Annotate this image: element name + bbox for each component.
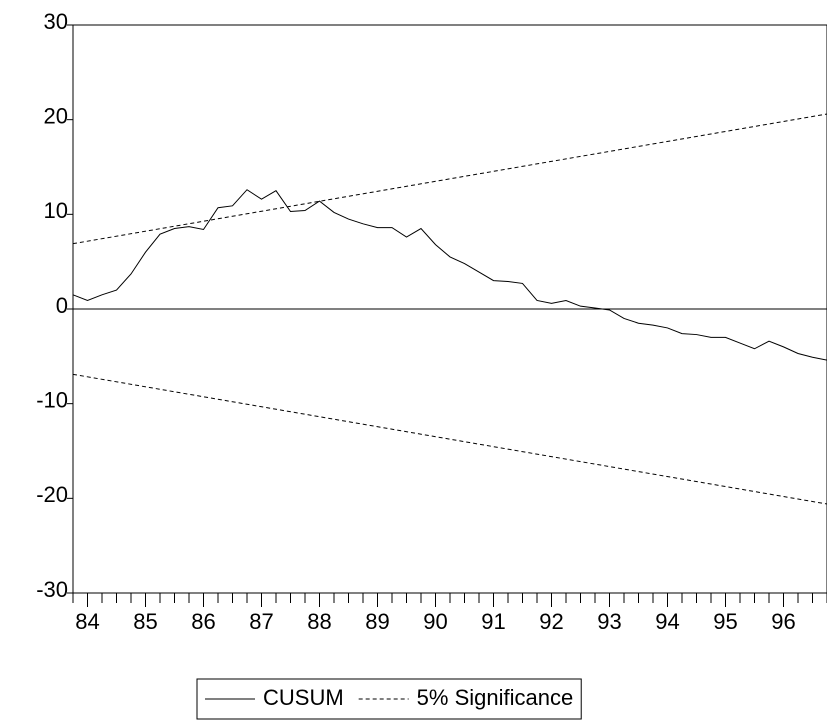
x-tick-label: 85 (133, 609, 157, 634)
x-tick-label: 91 (481, 609, 505, 634)
legend: CUSUM 5% Significance (196, 678, 582, 720)
y-tick-label: 30 (44, 9, 68, 34)
y-tick-label: 10 (44, 198, 68, 223)
legend-box (196, 678, 582, 720)
y-tick-label: -30 (36, 577, 68, 602)
y-tick-label: -10 (36, 387, 68, 412)
x-tick-label: 93 (597, 609, 621, 634)
x-tick-label: 94 (655, 609, 679, 634)
x-tick-label: 96 (771, 609, 795, 634)
x-tick-label: 89 (365, 609, 389, 634)
x-tick-label: 87 (249, 609, 273, 634)
x-tick-label: 90 (423, 609, 447, 634)
x-tick-label: 95 (713, 609, 737, 634)
series-line (72, 373, 827, 505)
series-line (72, 113, 827, 245)
legend-label: 5% Significance (417, 685, 574, 710)
x-tick-label: 88 (307, 609, 331, 634)
x-tick-label: 92 (539, 609, 563, 634)
x-tick-label: 86 (191, 609, 215, 634)
y-tick-label: -20 (36, 482, 68, 507)
legend-label: CUSUM (263, 685, 344, 710)
y-tick-label: 0 (56, 293, 68, 318)
series-line (72, 189, 827, 361)
y-tick-label: 20 (44, 103, 68, 128)
x-tick-label: 84 (75, 609, 99, 634)
